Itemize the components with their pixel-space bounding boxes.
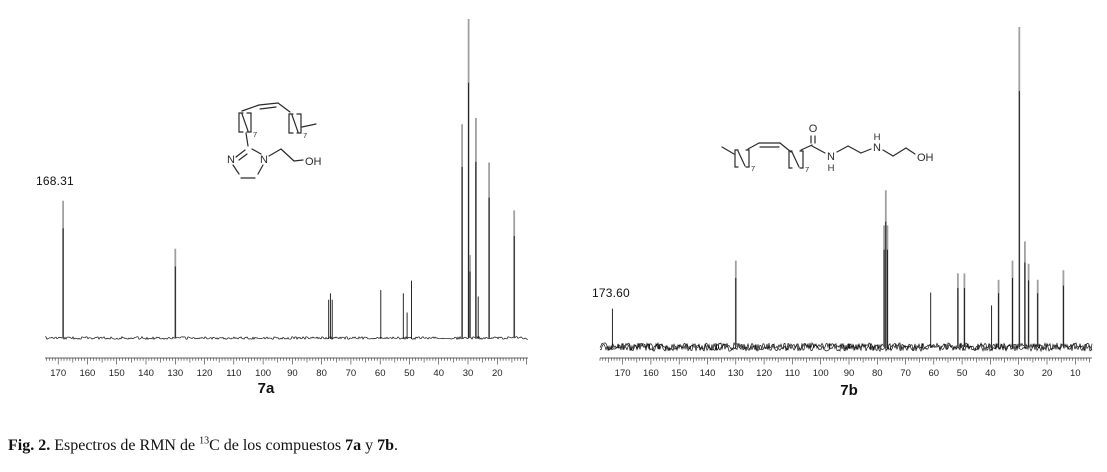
compound-label-7b: 7b — [840, 382, 858, 399]
atom-h-amide: H — [828, 163, 835, 174]
repeat-subscript: 7 — [253, 130, 257, 139]
svg-text:170: 170 — [50, 368, 66, 379]
caption-compound-a: 7a — [345, 437, 362, 454]
svg-text:90: 90 — [844, 368, 855, 379]
peak-annotation-7b: 173.60 — [592, 286, 630, 300]
svg-text:50: 50 — [404, 368, 415, 379]
svg-text:40: 40 — [433, 368, 444, 379]
svg-text:100: 100 — [813, 368, 829, 379]
atom-n-amide: N — [827, 151, 835, 163]
svg-text:150: 150 — [109, 368, 125, 379]
atom-n-left: N — [227, 154, 235, 166]
svg-text:110: 110 — [785, 368, 800, 379]
svg-text:160: 160 — [643, 368, 659, 379]
caption-isotope: 13 — [199, 435, 210, 447]
atom-h-amine: H — [874, 132, 881, 143]
atom-o: O — [809, 123, 818, 135]
svg-text:100: 100 — [255, 368, 271, 379]
caption-text: y — [361, 437, 378, 454]
svg-text:60: 60 — [929, 368, 940, 379]
svg-text:30: 30 — [463, 368, 474, 379]
repeat-subscript: 7 — [303, 131, 307, 140]
svg-text:130: 130 — [728, 368, 744, 379]
caption-text: C de los compuestos — [209, 437, 346, 454]
repeat-subscript: 7 — [751, 164, 755, 173]
figure-caption: Fig. 2. Espectros de RMN de 13C de los c… — [8, 435, 398, 455]
svg-text:80: 80 — [316, 368, 327, 379]
compound-label-7a: 7a — [257, 380, 275, 397]
svg-text:60: 60 — [375, 368, 386, 379]
caption-compound-b: 7b — [377, 437, 394, 454]
svg-text:70: 70 — [900, 368, 911, 379]
caption-text: Espectros de RMN de — [50, 437, 200, 454]
atom-n-right: N — [260, 154, 268, 166]
structure-7a: N N OH 7 7 — [227, 102, 322, 179]
structure-7b: O N H N H OH 7 7 — [721, 123, 934, 174]
svg-text:90: 90 — [287, 368, 298, 379]
svg-text:170: 170 — [615, 368, 631, 379]
svg-text:150: 150 — [671, 368, 687, 379]
caption-text: . — [393, 437, 398, 454]
svg-text:70: 70 — [346, 368, 357, 379]
repeat-subscript: 7 — [805, 165, 809, 174]
atom-n-amine: N — [873, 142, 881, 154]
svg-text:20: 20 — [492, 368, 503, 379]
svg-text:140: 140 — [138, 368, 154, 379]
svg-text:80: 80 — [872, 368, 883, 379]
svg-text:50: 50 — [957, 368, 968, 379]
svg-text:120: 120 — [197, 368, 213, 379]
svg-text:30: 30 — [1013, 368, 1024, 379]
spectrum-7b: 170 160 150 140 130 120 110 100 90 80 70 60 50 40 30 20… — [599, 27, 1093, 379]
svg-text:40: 40 — [985, 368, 996, 379]
svg-text:120: 120 — [756, 368, 772, 379]
svg-text:20: 20 — [1042, 368, 1053, 379]
svg-text:140: 140 — [700, 368, 716, 379]
svg-text:10: 10 — [1070, 368, 1081, 379]
atom-oh: OH — [917, 152, 934, 164]
atom-oh: OH — [305, 156, 322, 168]
caption-fig-number: Fig. 2. — [8, 437, 51, 454]
svg-text:160: 160 — [79, 368, 95, 379]
svg-text:130: 130 — [167, 368, 183, 379]
spectrum-7a: 170 160 150 140 130 120 110 100 90 80 70 60 50 40 30 20 — [44, 19, 529, 379]
peak-annotation-7a: 168.31 — [36, 174, 74, 188]
svg-text:110: 110 — [226, 368, 241, 379]
